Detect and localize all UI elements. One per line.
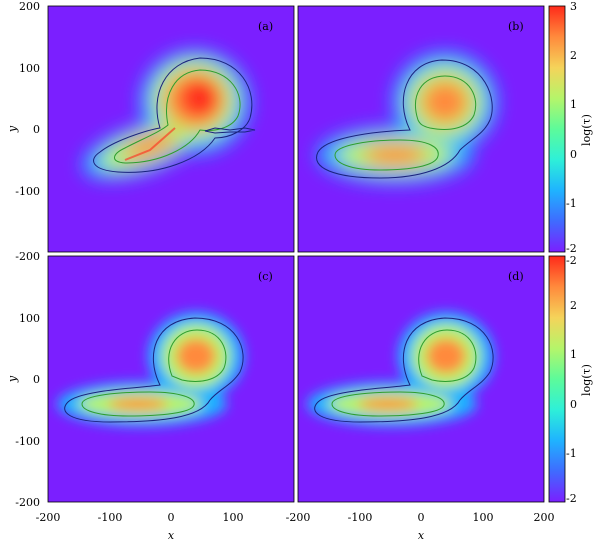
panel-b-inner-contour-2 <box>334 139 439 171</box>
panel-a-streak-contour <box>204 127 256 134</box>
x-axis-left: -200 -100 0 100 x <box>36 511 244 542</box>
panel-a-inner-contour <box>114 69 241 164</box>
panel-b-outer-contour <box>316 59 493 179</box>
panel-d: (d) <box>298 256 544 502</box>
y-tick-bottom-0: 0 <box>33 373 40 386</box>
x-tick-right-100: 100 <box>473 511 494 524</box>
colorbar-top-bar <box>548 5 566 253</box>
x-tick-right-neg200: -200 <box>286 511 311 524</box>
x-axis-label-right: x <box>418 529 425 542</box>
y-tick-bottom-200: -200 <box>15 250 40 263</box>
x-tick-right-neg100: -100 <box>348 511 373 524</box>
colorbar-top-tick-2: 1 <box>570 98 577 111</box>
colorbar-bottom-bar <box>548 255 566 503</box>
x-tick-right-200: 200 <box>534 511 555 524</box>
x-tick-left-100: 100 <box>223 511 244 524</box>
panel-c: (c) <box>48 256 294 502</box>
colorbar-bottom: -2 2 1 0 -1 -2 log(τ) <box>548 254 593 505</box>
panel-a-label: (a) <box>258 20 273 33</box>
panel-c-inner-contour-1 <box>168 329 227 382</box>
y-tick-bottom-neg200: -200 <box>15 496 40 509</box>
colorbar-top-tick-5: -2 <box>566 242 577 255</box>
colorbar-top-tick-4: -1 <box>566 197 577 210</box>
colorbar-top-label: log(τ) <box>580 114 593 146</box>
colorbar-bottom-tick-3: 0 <box>570 398 577 411</box>
x-tick-left-neg200: -200 <box>36 511 61 524</box>
x-tick-left-0: 0 <box>168 511 175 524</box>
x-axis-right: -200 -100 0 100 200 x <box>286 511 555 542</box>
panel-a-frame <box>47 5 295 253</box>
y-axis-bottom: -200 100 0 -100 -200 y <box>6 250 40 509</box>
y-axis-top: 200 100 0 -100 y <box>6 0 40 198</box>
colorbar-bottom-tick-1: 2 <box>570 299 577 312</box>
x-tick-left-neg100: -100 <box>98 511 123 524</box>
panel-b-frame <box>297 5 545 253</box>
y-tick-top-neg100: -100 <box>15 185 40 198</box>
panel-c-inner-contour-2 <box>81 391 195 417</box>
colorbar-top-tick-3: 0 <box>570 148 577 161</box>
colorbar-bottom-tick-5: -2 <box>566 492 577 505</box>
colorbar-bottom-tick-0: -2 <box>566 254 577 267</box>
colorbar-top-tick-0: 3 <box>570 0 577 13</box>
panel-c-outer-contour <box>64 317 244 423</box>
panel-a-outer-contour <box>93 57 253 173</box>
panel-c-frame <box>47 255 295 503</box>
colorbar-bottom-tick-2: 1 <box>570 348 577 361</box>
y-tick-top-0: 0 <box>33 123 40 136</box>
panel-d-inner-contour-2 <box>331 391 445 417</box>
panel-d-frame <box>297 255 545 503</box>
y-tick-bottom-neg100: -100 <box>15 435 40 448</box>
panel-a: (a) <box>48 6 294 252</box>
y-axis-label-bottom: y <box>6 375 19 383</box>
y-tick-top-200: 200 <box>19 0 40 13</box>
panel-d-inner-contour-1 <box>418 329 477 382</box>
y-tick-bottom-100: 100 <box>19 312 40 325</box>
panel-b-inner-contour-1 <box>415 75 477 130</box>
panel-b: (b) <box>298 6 544 252</box>
colorbar-top: 3 2 1 0 -1 -2 log(τ) <box>548 0 593 255</box>
y-tick-top-100: 100 <box>19 62 40 75</box>
panel-c-label: (c) <box>258 270 273 283</box>
colorbar-top-tick-1: 2 <box>570 49 577 62</box>
x-tick-right-0: 0 <box>418 511 425 524</box>
panel-d-label: (d) <box>508 270 524 283</box>
panel-b-label: (b) <box>508 20 524 33</box>
colorbar-bottom-label: log(τ) <box>580 364 593 396</box>
panel-d-outer-contour <box>314 317 494 423</box>
y-axis-label-top: y <box>6 125 19 133</box>
colorbar-bottom-tick-4: -1 <box>566 447 577 460</box>
x-axis-label-left: x <box>168 529 175 542</box>
